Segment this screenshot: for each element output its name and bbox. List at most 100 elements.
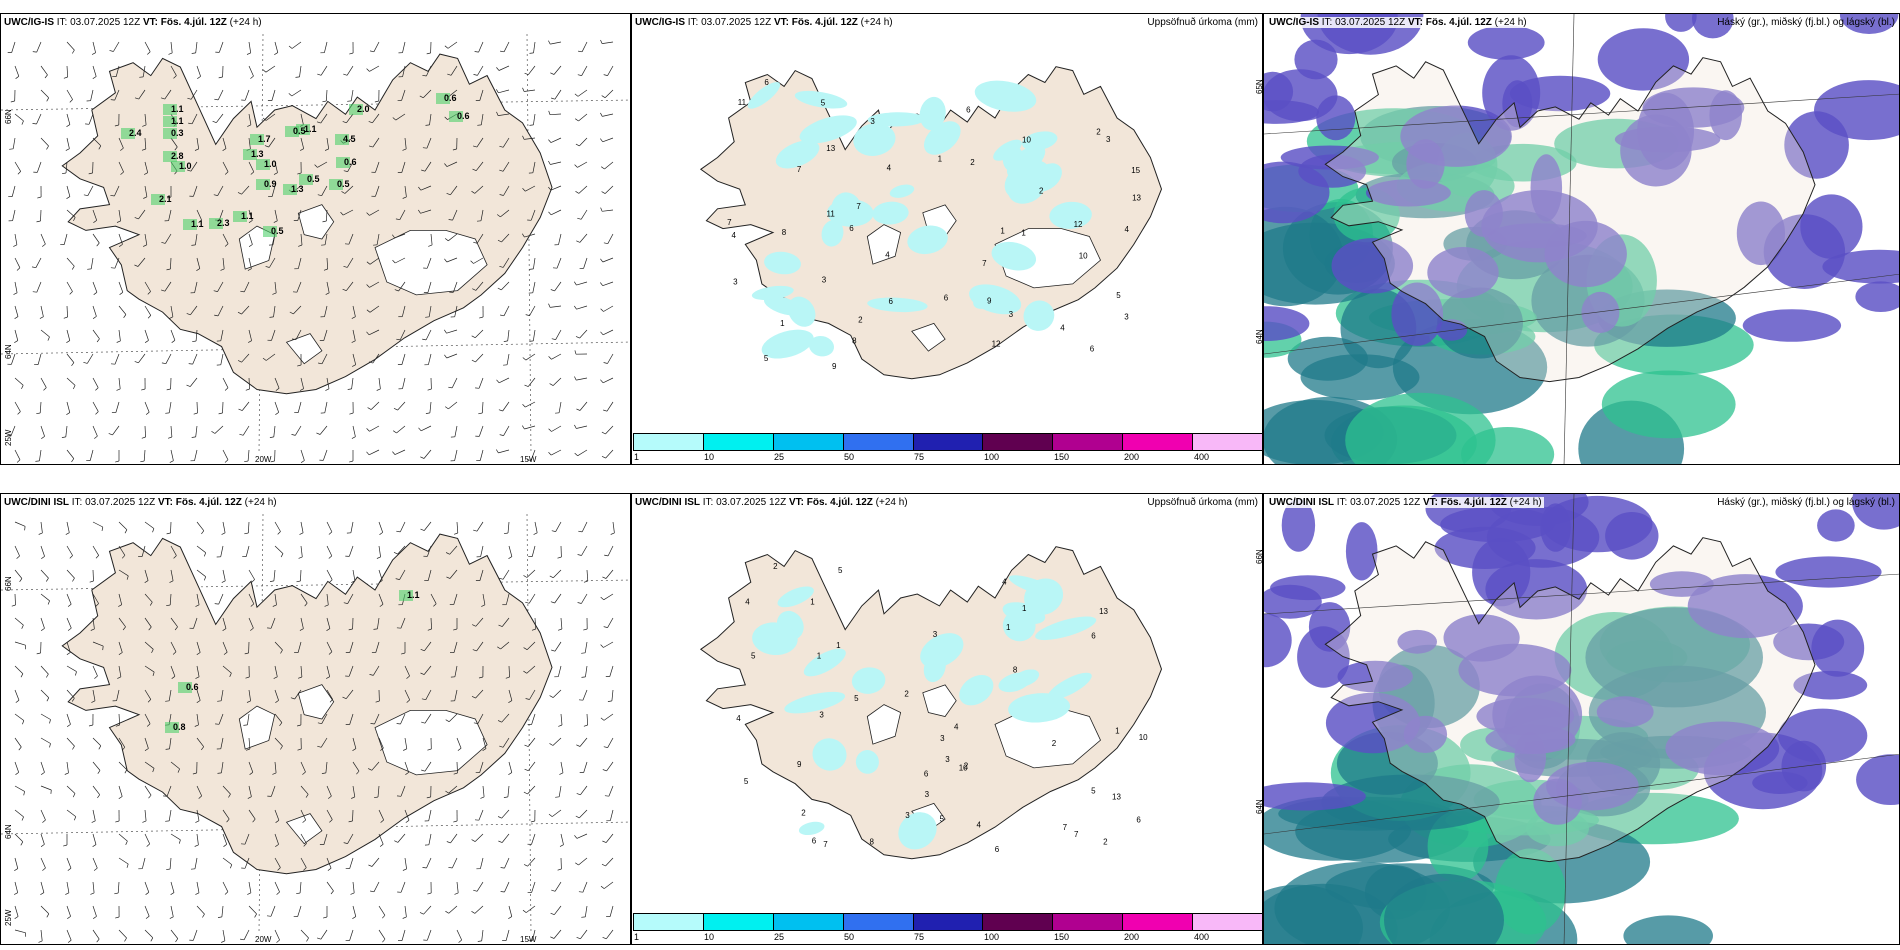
wind-barb-flag xyxy=(146,723,151,727)
wind-barb-flag xyxy=(444,354,447,359)
station-precip-value: 2.8 xyxy=(171,151,184,161)
wind-barb-flag xyxy=(508,916,512,920)
wind-barb xyxy=(36,41,42,53)
precip-area xyxy=(803,648,846,677)
wind-barb xyxy=(244,833,250,845)
wind-barb-flag xyxy=(603,242,608,245)
wind-barb xyxy=(498,65,510,71)
wind-barb xyxy=(170,449,174,461)
wind-barb xyxy=(300,833,307,844)
wind-barb-flag xyxy=(198,795,202,799)
wind-barb-flag xyxy=(72,49,75,54)
wind-barb xyxy=(118,137,124,149)
wind-barb-flag xyxy=(116,220,121,223)
wind-barb xyxy=(247,449,250,462)
wind-barb xyxy=(196,881,200,893)
wind-barb-flag xyxy=(425,124,430,126)
wind-barb-flag xyxy=(370,723,375,725)
wind-barb-flag xyxy=(329,819,333,823)
valid-time: VT: Fös. 4.júl. 12Z xyxy=(788,497,873,508)
wind-barb-flag xyxy=(280,649,283,654)
wind-barb-flag xyxy=(274,52,278,56)
wind-barb xyxy=(550,305,562,308)
wind-barb-flag xyxy=(458,939,462,943)
wind-barb xyxy=(118,329,121,341)
wind-barb-flag xyxy=(500,50,505,53)
wind-barb xyxy=(170,329,176,341)
wind-barb xyxy=(400,713,406,725)
wind-barb xyxy=(480,113,484,125)
wind-barb xyxy=(404,689,411,701)
wind-barb-flag xyxy=(125,840,128,845)
wind-barb-flag xyxy=(496,214,501,218)
wind-barb-flag xyxy=(304,602,308,607)
wind-barb-flag xyxy=(575,143,580,147)
precip-area xyxy=(867,297,928,313)
precip-value-label: 4 xyxy=(1002,578,1007,587)
wind-barb-flag xyxy=(378,580,383,583)
wind-barb xyxy=(92,641,104,647)
wind-barb xyxy=(164,281,172,292)
wind-barb xyxy=(40,929,43,941)
wind-barb xyxy=(321,185,328,196)
wind-barb xyxy=(118,569,129,577)
wind-barb-flag xyxy=(427,748,432,751)
valid-time: VT: Fös. 4.júl. 12Z xyxy=(773,17,858,28)
wind-barb xyxy=(92,233,100,244)
precip-area xyxy=(855,750,879,774)
wind-barb-flag xyxy=(473,241,478,244)
wind-barb xyxy=(164,233,172,244)
wind-barb-flag xyxy=(302,771,306,775)
wind-barb xyxy=(324,41,328,53)
wind-barb xyxy=(352,353,357,365)
wind-barb-flag xyxy=(169,460,174,463)
wind-barb-flag xyxy=(577,554,582,556)
wind-map-top: 1.11.10.32.42.81.02.11.1 2.31.71.31.00.9 1… xyxy=(1,33,630,463)
wind-barb xyxy=(394,449,406,455)
wind-barb xyxy=(248,761,254,773)
wind-barb-flag xyxy=(41,556,45,559)
wind-barb-flag xyxy=(32,123,37,125)
wind-barb-flag xyxy=(559,772,564,775)
wind-barb xyxy=(243,929,250,940)
wind-barb xyxy=(248,233,253,245)
wind-barb-flag xyxy=(273,172,278,175)
wind-barb xyxy=(244,857,250,869)
wind-barb-flag xyxy=(19,578,23,583)
wind-barb-flag xyxy=(444,406,449,410)
wind-barb xyxy=(401,161,406,173)
wind-barb-flag xyxy=(330,890,334,895)
wind-barb xyxy=(265,113,276,121)
wind-barb xyxy=(274,641,283,651)
wind-barb xyxy=(14,569,23,579)
wind-barb xyxy=(92,305,97,317)
wind-barb-flag xyxy=(143,244,147,247)
wind-barb xyxy=(584,641,588,653)
precip-area xyxy=(777,586,814,608)
wind-barb xyxy=(144,161,149,173)
wind-barb xyxy=(138,89,146,100)
wind-barb-flag xyxy=(47,600,50,605)
wind-barb-flag xyxy=(349,460,354,463)
wind-barb-flag xyxy=(574,424,577,429)
wind-barb-flag xyxy=(108,433,113,436)
precip-blob xyxy=(178,682,192,693)
lat-label: 66N xyxy=(1255,549,1263,564)
wind-barb-flag xyxy=(342,696,347,700)
wind-barb xyxy=(482,737,487,749)
wind-barb xyxy=(248,905,257,915)
wind-barb xyxy=(604,89,614,98)
wind-barb xyxy=(502,401,510,412)
high-cloud xyxy=(1597,28,1690,91)
high-cloud xyxy=(1614,126,1721,153)
wind-barb xyxy=(602,329,614,336)
precip-blob xyxy=(243,149,257,160)
wind-barb xyxy=(446,329,458,334)
wind-barb xyxy=(248,593,255,605)
wind-barb-flag xyxy=(326,628,331,631)
station-precip-value: 0.5 xyxy=(293,126,306,136)
wind-barb xyxy=(66,449,75,459)
precip-blob xyxy=(163,104,177,115)
wind-barb xyxy=(222,665,232,674)
wind-barb-flag xyxy=(453,772,458,775)
